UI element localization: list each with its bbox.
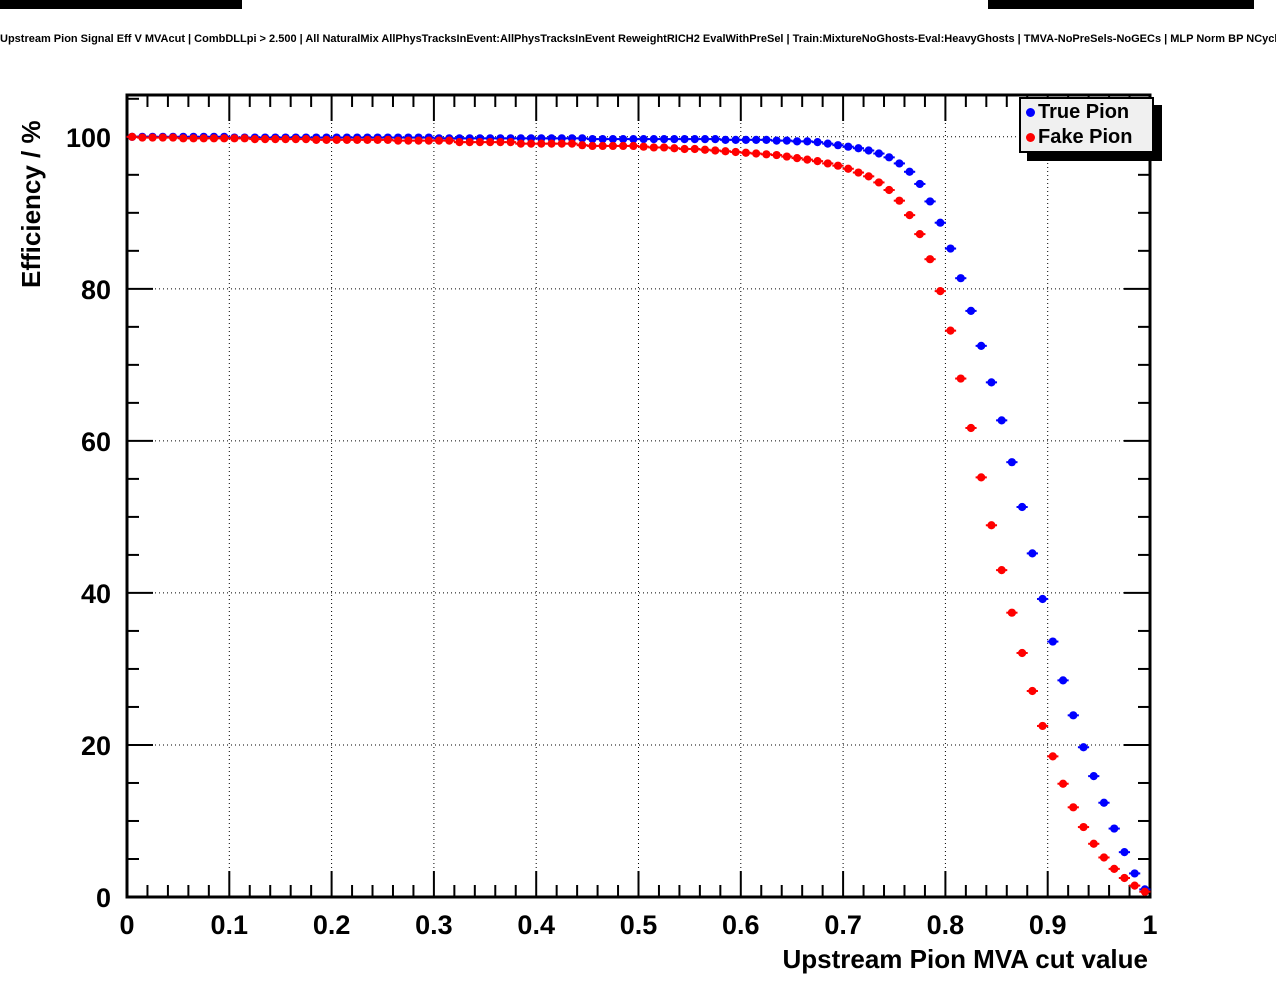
y-tick-label: 100 [66,123,111,153]
legend-entry-fake-pion: Fake Pion [1021,125,1152,150]
fake-pion-marker-icon [1026,133,1035,142]
x-tick-label: 0.5 [620,910,658,940]
y-tick-label: 60 [81,427,111,457]
x-tick-label: 0.1 [211,910,249,940]
top-banner-left [0,0,242,9]
legend-label-fake-pion: Fake Pion [1038,126,1133,148]
x-tick-label: 1 [1142,910,1157,940]
plot-title: Upstream Pion Signal Eff V MVAcut | Comb… [0,33,1276,45]
x-tick-label: 0.2 [313,910,351,940]
legend-label-true-pion: True Pion [1038,101,1130,123]
y-tick-label: 40 [81,579,111,609]
true-pion-marker-icon [1026,108,1035,117]
x-tick-label: 0.8 [927,910,965,940]
x-tick-label: 0.7 [824,910,862,940]
legend-entry-true-pion: True Pion [1021,100,1152,125]
y-tick-label: 20 [81,731,111,761]
x-tick-label: 0.3 [415,910,453,940]
x-tick-label: 0 [119,910,134,940]
y-tick-label: 0 [96,883,111,913]
x-tick-label: 0.6 [722,910,760,940]
y-axis-title: Efficiency / % [16,120,46,288]
legend: True Pion Fake Pion [1019,97,1154,153]
top-banner-right [988,0,1254,9]
y-tick-label: 80 [81,275,111,305]
x-tick-label: 0.9 [1029,910,1067,940]
x-axis-title: Upstream Pion MVA cut value [782,944,1148,974]
x-tick-label: 0.4 [517,910,555,940]
